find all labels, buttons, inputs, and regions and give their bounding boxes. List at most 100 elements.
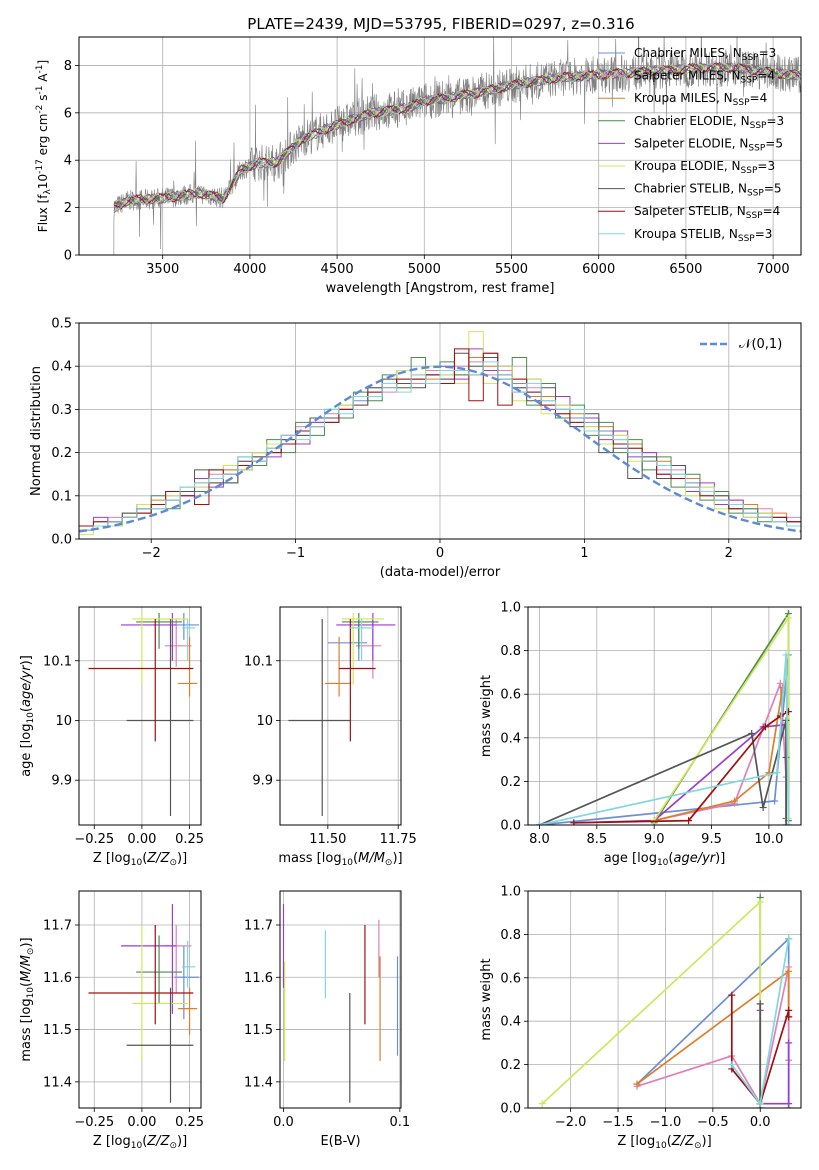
x-tick-label: 2	[725, 546, 733, 561]
y-tick-label: 0.4	[500, 1015, 521, 1030]
y-tick-label: 4	[64, 154, 72, 169]
x-axis-label: Z [log10​(Z/Z⊙​)]	[93, 1134, 187, 1151]
y-axis-label: mass weight	[479, 958, 494, 1040]
y-tick-label: 11.4	[43, 1075, 72, 1090]
legend-label: Salpeter STELIB, NSSP​=4	[634, 204, 780, 221]
x-tick-label: 0	[436, 546, 444, 561]
weight-marker	[730, 797, 738, 805]
x-tick-label: 0.00	[127, 832, 156, 847]
weight-marker	[756, 898, 764, 906]
legend-label: Kroupa MILES, NSSP​=4	[634, 91, 767, 108]
weight-marker	[728, 1061, 736, 1069]
x-tick-label: 0.0	[750, 1115, 771, 1130]
spectrum-model	[113, 62, 801, 210]
x-tick-label: 8.5	[586, 832, 607, 847]
weight-marker	[748, 729, 756, 737]
legend-label: 𝒩(0,1)	[739, 337, 782, 352]
weight-marker	[785, 1013, 793, 1021]
x-tick-label: 0.1	[389, 1115, 410, 1130]
x-axis-label: Z [log10​(Z/Z⊙​)]	[617, 1134, 711, 1151]
y-tick-label: 10	[256, 714, 273, 729]
axes-frame	[527, 606, 802, 826]
spectrum-model	[113, 61, 801, 207]
legend-label: Chabrier MILES, NSSP​=3	[634, 46, 776, 63]
x-tick-label: 0.0	[273, 1115, 294, 1130]
y-tick-label: 0.2	[500, 775, 521, 790]
legend-label: Salpeter MILES, NSSP​=4	[634, 69, 775, 86]
y-tick-label: 0.2	[51, 446, 72, 461]
y-tick-label: 0.4	[51, 360, 72, 375]
y-tick-label: 6	[64, 106, 72, 121]
x-tick-label: 4500	[321, 262, 354, 277]
weight-marker	[538, 1100, 546, 1108]
weight-marker	[685, 817, 693, 825]
y-axis-label: Flux [fλ​10-17​ erg cm-2​ s-1​ A-1​]	[35, 60, 53, 232]
x-tick-label: 7000	[757, 262, 790, 277]
x-tick-label: 6000	[582, 262, 615, 277]
y-tick-label: 0.6	[500, 971, 521, 986]
axes-frame	[527, 890, 802, 1109]
y-tick-label: 10	[55, 714, 72, 729]
y-tick-label: 11.6	[244, 971, 273, 986]
plot-area	[79, 323, 801, 539]
figure-title: PLATE=2439, MJD=53795, FIBERID=0297, z=0…	[247, 15, 634, 33]
panel-mass_vs_Z: −0.25 0.00 0.25 11.4 11.5 11.6 11.7 Z [log10​(Z…	[19, 890, 204, 1151]
y-axis-label: age [log10​(age/yr)]	[19, 655, 36, 777]
y-tick-label: 11.7	[43, 918, 72, 933]
y-tick-label: 0.6	[500, 688, 521, 703]
panel-age_vs_mass: 11.50 11.75 9.9 10 10.1 mass [log10​(M/M⊙​)]	[244, 606, 417, 868]
x-tick-label: −0.5	[697, 1115, 729, 1130]
y-axis-label: mass weight	[479, 675, 494, 757]
weight-series	[654, 682, 787, 822]
x-tick-label: −1.0	[650, 1115, 682, 1130]
axes-frame	[78, 890, 202, 1109]
weight-marker	[784, 614, 792, 622]
x-tick-label: −1.5	[602, 1115, 634, 1130]
y-tick-label: 10.1	[244, 654, 273, 669]
y-tick-label: 11.7	[244, 918, 273, 933]
y-tick-label: 2	[64, 201, 72, 216]
legend-label: Salpeter ELODIE, NSSP​=5	[634, 136, 783, 153]
panels: Chabrier MILES, NSSP​=3 Salpeter MILES, N…	[19, 36, 802, 1151]
y-tick-label: 10.1	[43, 654, 72, 669]
weight-series	[539, 720, 787, 825]
weight-series	[653, 687, 784, 822]
weight-marker	[785, 967, 793, 975]
weight-marker	[728, 991, 736, 999]
y-tick-label: 0.5	[51, 317, 72, 332]
weight-marker	[782, 716, 790, 724]
y-tick-label: 0.0	[500, 1102, 521, 1117]
weight-series	[539, 654, 790, 825]
x-tick-label: 9.0	[644, 832, 665, 847]
x-tick-label: −0.25	[74, 1115, 114, 1130]
legend-label: Kroupa STELIB, NSSP​=3	[634, 227, 772, 244]
y-tick-label: 0.4	[500, 731, 521, 746]
x-tick-label: −2	[142, 546, 161, 561]
y-tick-label: 11.4	[244, 1075, 273, 1090]
weight-marker	[785, 1100, 793, 1108]
histogram-series	[79, 361, 801, 539]
weight-marker	[756, 1100, 764, 1108]
y-tick-label: 0.0	[500, 819, 521, 834]
plot-area	[280, 891, 401, 1108]
weight-series	[539, 654, 790, 825]
axes-frame	[279, 606, 402, 826]
x-tick-label: 11.50	[309, 832, 346, 847]
plot-area	[528, 891, 801, 1108]
x-tick-label: 11.75	[380, 832, 417, 847]
x-tick-label: 5500	[495, 262, 528, 277]
x-tick-label: 8.0	[529, 832, 550, 847]
normal-curve	[79, 365, 801, 533]
x-tick-label: −1	[286, 546, 305, 561]
weight-marker	[776, 679, 784, 687]
y-axis-label: mass [log10​(M/M⊙​)]	[19, 937, 36, 1061]
weight-marker	[785, 935, 793, 943]
panel-mass_vs_ebv: 0.0 0.1 11.4 11.5 11.6 11.7 E(B-V)	[244, 890, 410, 1149]
axes-frame	[78, 36, 802, 256]
x-tick-label: 5000	[408, 262, 441, 277]
y-tick-label: 0.8	[500, 644, 521, 659]
legend-label: Chabrier STELIB, NSSP​=5	[634, 182, 782, 199]
x-tick-label: 3500	[146, 262, 179, 277]
weight-marker	[761, 723, 769, 731]
